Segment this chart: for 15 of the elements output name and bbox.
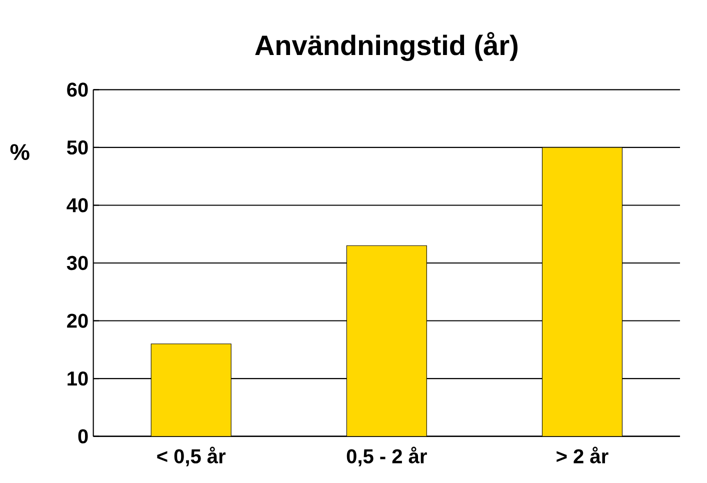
y-tick-label: 60 [67, 82, 88, 97]
bar [542, 147, 622, 436]
y-tick-label: 0 [78, 429, 88, 444]
x-tick-label: > 2 år [556, 446, 608, 464]
y-tick-label: 10 [68, 371, 88, 386]
y-tick-label: 50 [66, 140, 88, 155]
chart-title: Användningstid (år) [255, 32, 518, 61]
bar [346, 245, 427, 436]
x-tick-label: < 0,5 år [157, 446, 226, 466]
x-tick-label: 0,5 - 2 år [346, 446, 427, 466]
y-axis-title: % [10, 144, 30, 160]
y-tick-label: 40 [66, 198, 88, 212]
bar [150, 344, 232, 436]
y-tick-label: 30 [66, 256, 88, 270]
y-tick-label: 20 [67, 314, 88, 328]
